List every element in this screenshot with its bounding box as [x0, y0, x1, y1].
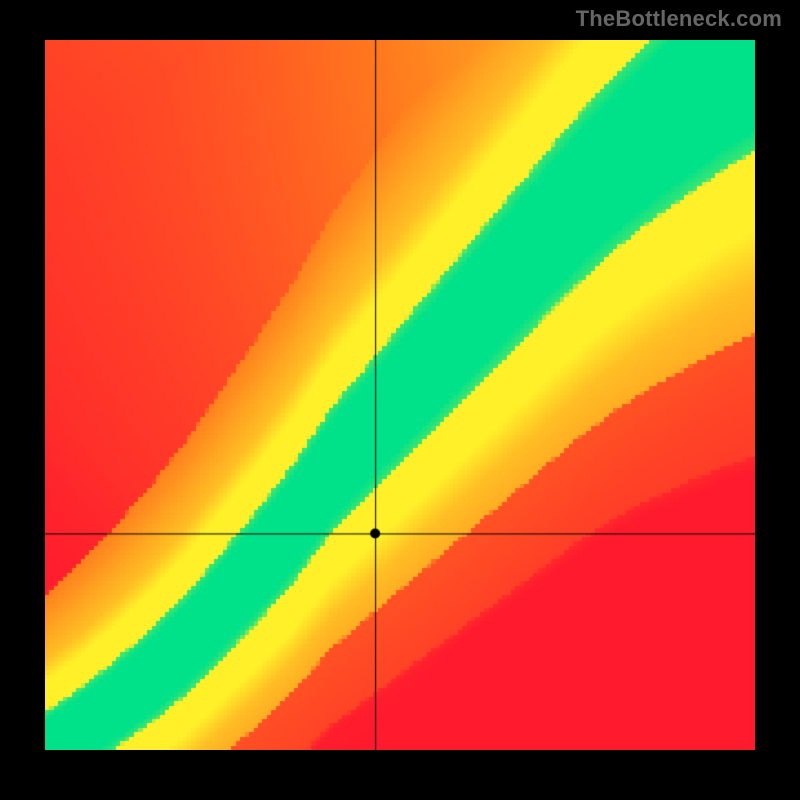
chart-container: { "watermark": { "text": "TheBottleneck.… [0, 0, 800, 800]
bottleneck-heatmap [45, 40, 755, 750]
watermark-text: TheBottleneck.com [576, 6, 782, 32]
